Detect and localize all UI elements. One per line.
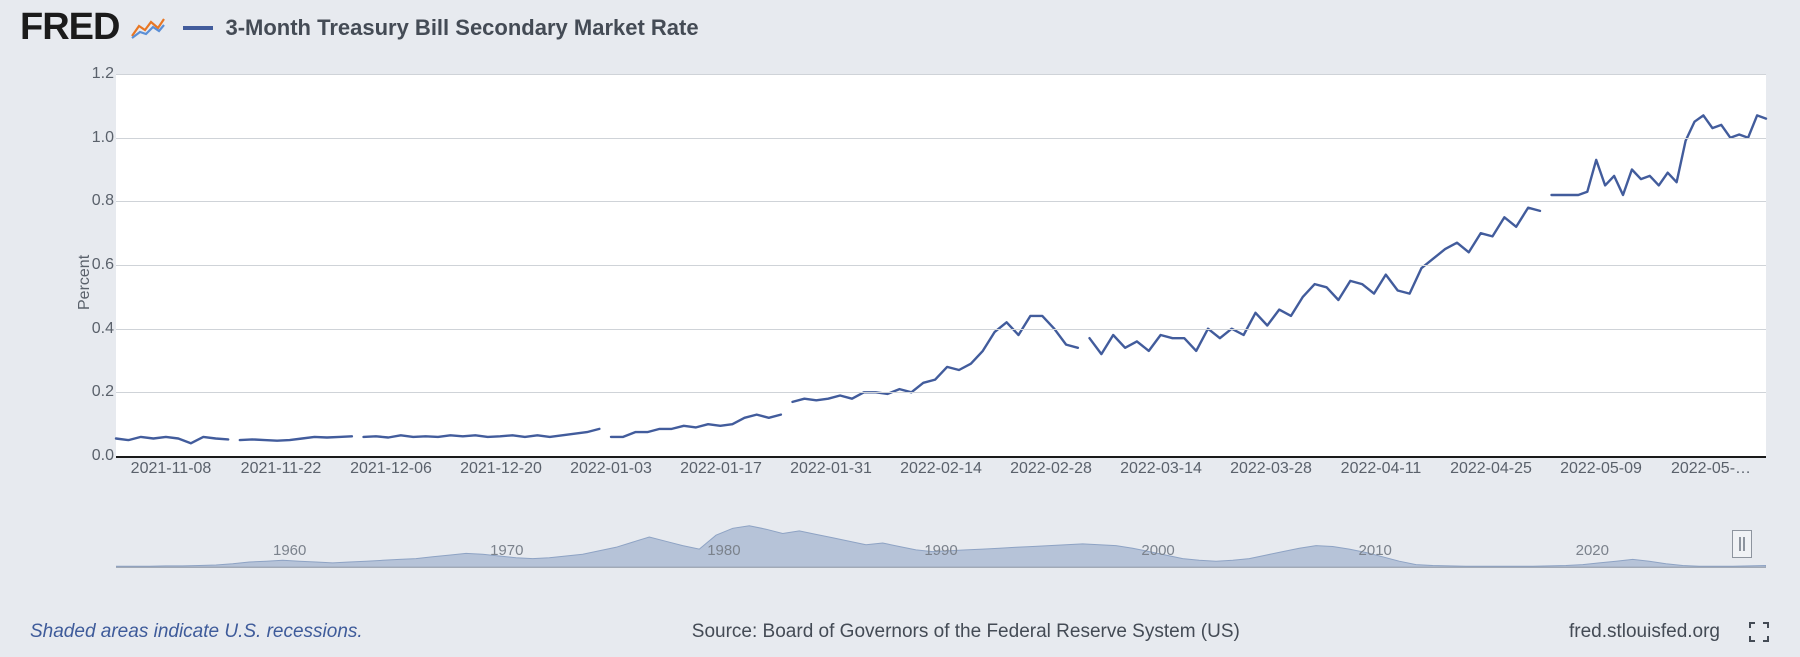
brush-handle-right[interactable]: [1732, 530, 1752, 558]
gridline: [116, 74, 1766, 75]
x-tick-label: 2022-05-…: [1671, 460, 1751, 478]
brand-logo-text: FRED: [20, 6, 119, 49]
y-tick-label: 1.2: [74, 65, 114, 83]
footer-source: Source: Board of Governors of the Federa…: [692, 621, 1240, 643]
main-chart[interactable]: Percent 0.00.20.40.60.81.01.22021-11-082…: [68, 56, 1778, 486]
y-tick-label: 0.6: [74, 256, 114, 274]
x-tick-label: 2022-03-28: [1230, 460, 1312, 478]
x-tick-label: 2022-04-25: [1450, 460, 1532, 478]
expand-icon[interactable]: [1748, 621, 1770, 643]
footer-recession-note: Shaded areas indicate U.S. recessions.: [30, 621, 363, 643]
legend-swatch: [183, 26, 213, 30]
x-tick-label: 2022-01-03: [570, 460, 652, 478]
y-tick-label: 0.4: [74, 320, 114, 338]
x-tick-label: 2021-12-20: [460, 460, 542, 478]
gridline: [116, 329, 1766, 330]
brush-tick-label: 2020: [1576, 542, 1609, 559]
x-tick-label: 2022-03-14: [1120, 460, 1202, 478]
brush-tick-label: 1970: [490, 542, 523, 559]
x-tick-label: 2022-01-31: [790, 460, 872, 478]
x-tick-label: 2022-04-11: [1341, 460, 1422, 478]
y-tick-label: 0.8: [74, 192, 114, 210]
gridline: [116, 201, 1766, 202]
y-tick-label: 0.2: [74, 383, 114, 401]
gridline: [116, 392, 1766, 393]
legend-label: 3-Month Treasury Bill Secondary Market R…: [225, 15, 698, 41]
brush-tick-label: 2010: [1359, 542, 1392, 559]
x-tick-label: 2021-11-08: [131, 460, 212, 478]
brush-tick-label: 1980: [707, 542, 740, 559]
x-tick-label: 2022-02-28: [1010, 460, 1092, 478]
header: FRED 3-Month Treasury Bill Secondary Mar…: [20, 6, 699, 49]
brand-chart-icon: [131, 16, 165, 40]
footer: Shaded areas indicate U.S. recessions. S…: [30, 621, 1770, 643]
x-tick-label: 2021-12-06: [350, 460, 432, 478]
gridline: [116, 265, 1766, 266]
fred-chart-screenshot: FRED 3-Month Treasury Bill Secondary Mar…: [0, 0, 1800, 657]
brush-tick-label: 1990: [924, 542, 957, 559]
brush-tick-label: 2000: [1141, 542, 1174, 559]
legend: 3-Month Treasury Bill Secondary Market R…: [183, 15, 698, 41]
x-tick-label: 2022-02-14: [900, 460, 982, 478]
footer-site: fred.stlouisfed.org: [1569, 621, 1720, 643]
plot-area[interactable]: [116, 74, 1766, 458]
x-tick-label: 2022-01-17: [680, 460, 762, 478]
gridline: [116, 138, 1766, 139]
x-tick-label: 2022-05-09: [1560, 460, 1642, 478]
brush-tick-label: 1960: [273, 542, 306, 559]
timeline-brush[interactable]: 1960 1970 1980 1990 2000 2010 2020: [116, 524, 1766, 578]
y-tick-label: 0.0: [74, 447, 114, 465]
y-tick-label: 1.0: [74, 129, 114, 147]
x-tick-label: 2021-11-22: [241, 460, 322, 478]
